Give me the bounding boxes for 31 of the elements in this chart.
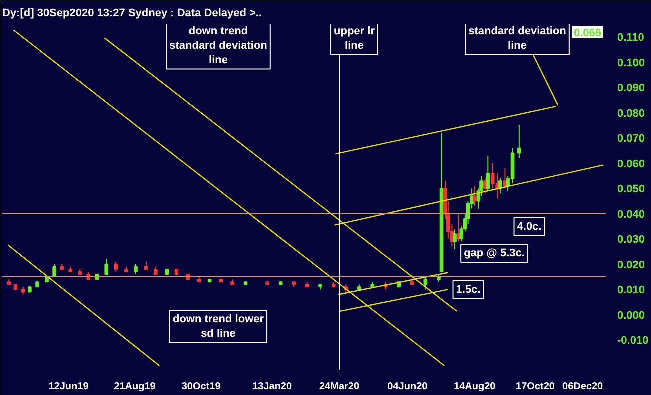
- y-tick-label: 0.110: [618, 32, 644, 44]
- ref-line-label: 4.0c.: [517, 220, 542, 233]
- x-tick-label: 06Dec20: [562, 382, 604, 392]
- chart-title: Dy:[d] 30Sep2020 13:27 Sydney : Data Delayed >..: [2, 8, 262, 20]
- annotation: 0.066: [574, 28, 602, 40]
- y-tick-label: 0.000: [618, 310, 646, 322]
- x-tick-label: 21Aug19: [114, 382, 156, 392]
- y-tick-label: 0.010: [618, 284, 646, 297]
- y-tick-label: 0.070: [618, 133, 646, 146]
- annotation: upper lr line: [334, 26, 376, 52]
- x-tick-label: 13Jan20: [252, 382, 292, 392]
- y-tick-label: -0.010: [618, 335, 649, 348]
- y-tick-label: 0.090: [618, 82, 646, 95]
- y-tick-label: 0.050: [618, 184, 646, 196]
- y-tick-label: 0.040: [618, 208, 646, 221]
- x-tick-label: 12Jun19: [48, 382, 90, 392]
- ref-line-label: 1.5c.: [456, 284, 481, 296]
- y-tick-label: 0.060: [618, 158, 646, 170]
- x-tick-label: 30Oct19: [182, 382, 222, 392]
- annotation: down trend standard deviation line: [170, 26, 268, 66]
- y-tick-label: 0.080: [618, 108, 646, 120]
- x-tick-label: 24Mar20: [320, 382, 360, 392]
- y-tick-label: 0.030: [618, 234, 646, 246]
- annotation: down trend lower sd line: [172, 314, 265, 340]
- y-tick-label: 0.100: [618, 57, 646, 70]
- x-tick-label: 17Oct20: [516, 382, 556, 392]
- x-tick-label: 14Aug20: [454, 382, 496, 392]
- y-tick-label: 0.020: [618, 259, 646, 272]
- annotation: standard deviation line: [468, 26, 567, 52]
- x-tick-label: 04Jun20: [388, 382, 428, 392]
- annotation: gap @ 5.3c.: [464, 248, 525, 260]
